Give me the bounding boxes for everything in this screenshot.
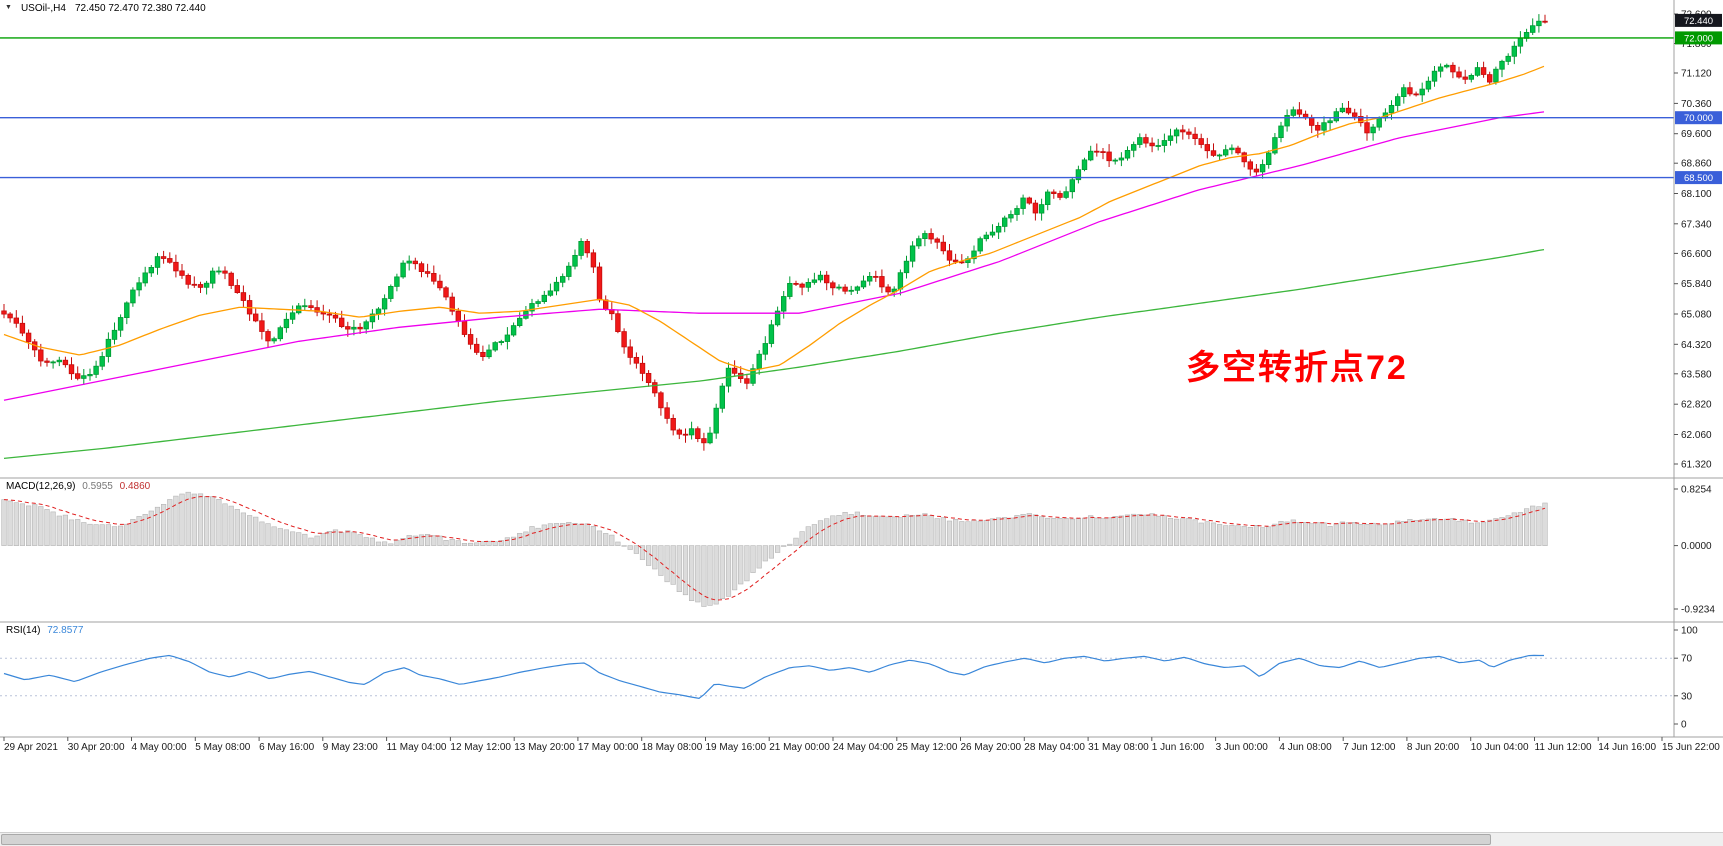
svg-text:29 Apr 2021: 29 Apr 2021: [4, 742, 58, 753]
svg-text:67.340: 67.340: [1681, 219, 1712, 230]
time-axis[interactable]: 29 Apr 2021 30 Apr 20:00 4 May 00:00 5 May …: [3, 737, 1720, 753]
annotation-text: 多空转折点72: [1186, 349, 1408, 387]
svg-text:10 Jun 04:00: 10 Jun 04:00: [1471, 742, 1529, 753]
svg-text:5 May 08:00: 5 May 08:00: [195, 742, 250, 753]
rsi-label: RSI(14) 72.8577: [6, 625, 87, 636]
svg-text:68.500: 68.500: [1684, 173, 1713, 184]
svg-text:-0.9234: -0.9234: [1681, 605, 1715, 616]
svg-text:0.0000: 0.0000: [1681, 541, 1712, 552]
svg-text:30 Apr 20:00: 30 Apr 20:00: [68, 742, 125, 753]
svg-text:18 May 08:00: 18 May 08:00: [642, 742, 703, 753]
svg-text:19 May 16:00: 19 May 16:00: [706, 742, 767, 753]
rsi-line: [3, 654, 1544, 700]
svg-text:3 Jun 00:00: 3 Jun 00:00: [1216, 742, 1269, 753]
svg-text:12 May 12:00: 12 May 12:00: [450, 742, 511, 753]
svg-text:24 May 04:00: 24 May 04:00: [833, 742, 894, 753]
svg-text:17 May 00:00: 17 May 00:00: [578, 742, 639, 753]
ma-slow-line: [3, 248, 1545, 460]
symbol-header: ▼ USOil-,H4 72.450 72.470 72.380 72.440: [5, 3, 206, 14]
svg-text:72.440: 72.440: [1684, 16, 1713, 27]
price-tag-68.500: [1675, 171, 1722, 185]
symbol-title: USOil-,H4: [20, 3, 66, 14]
macd-signal-line: [3, 496, 1546, 601]
horizontal-level-lines[interactable]: [0, 37, 1674, 179]
svg-text:28 May 04:00: 28 May 04:00: [1024, 742, 1085, 753]
price-tag-72.440: [1675, 13, 1722, 27]
svg-text:4 May 00:00: 4 May 00:00: [132, 742, 187, 753]
rsi-value: 72.8577: [47, 625, 84, 636]
macd-main-value: 0.5955: [82, 481, 113, 492]
scrollbar-thumb[interactable]: [1, 834, 1491, 845]
macd-name: MACD(12,26,9): [6, 481, 76, 492]
svg-text:14 Jun 16:00: 14 Jun 16:00: [1598, 742, 1656, 753]
pane-separators: [0, 0, 1723, 738]
svg-text:70: 70: [1681, 654, 1693, 665]
ma-mid-line: [3, 111, 1545, 401]
svg-text:70.000: 70.000: [1684, 113, 1713, 124]
svg-text:100: 100: [1681, 626, 1698, 637]
svg-text:69.600: 69.600: [1681, 129, 1712, 140]
svg-text:6 May 16:00: 6 May 16:00: [259, 742, 314, 753]
svg-text:68.100: 68.100: [1681, 189, 1712, 200]
svg-text:31 May 08:00: 31 May 08:00: [1088, 742, 1149, 753]
svg-text:30: 30: [1681, 691, 1693, 702]
svg-text:62.060: 62.060: [1681, 430, 1712, 441]
svg-text:9 May 23:00: 9 May 23:00: [323, 742, 378, 753]
svg-text:68.860: 68.860: [1681, 159, 1712, 170]
rsi-level-lines: [0, 657, 1674, 697]
svg-text:65.840: 65.840: [1681, 279, 1712, 290]
svg-text:26 May 20:00: 26 May 20:00: [961, 742, 1022, 753]
svg-text:1 Jun 16:00: 1 Jun 16:00: [1152, 742, 1205, 753]
price-tag-72.000: [1675, 31, 1722, 45]
symbol-quote: 72.450 72.470 72.380 72.440: [74, 3, 206, 14]
price-axis[interactable]: 72.60071.86071.12070.36069.60068.86068.1…: [1674, 10, 1715, 731]
svg-text:70.360: 70.360: [1681, 99, 1712, 110]
collapse-arrow-icon[interactable]: ▼: [5, 4, 12, 11]
svg-text:61.320: 61.320: [1681, 460, 1712, 471]
svg-text:0.8254: 0.8254: [1681, 485, 1712, 496]
svg-text:62.820: 62.820: [1681, 400, 1712, 411]
svg-text:72.000: 72.000: [1684, 33, 1713, 44]
macd-signal-value: 0.4860: [119, 481, 151, 492]
svg-text:71.120: 71.120: [1681, 69, 1712, 80]
price-tags: 72.440 72.000 70.000 68.500: [1675, 13, 1722, 185]
macd-histogram: [1, 491, 1548, 607]
ma-fast-line: [3, 65, 1545, 372]
svg-text:71.860: 71.860: [1681, 39, 1712, 50]
horizontal-scrollbar[interactable]: [0, 832, 1723, 846]
svg-text:8 Jun 20:00: 8 Jun 20:00: [1407, 742, 1460, 753]
svg-text:65.080: 65.080: [1681, 310, 1712, 321]
svg-text:25 May 12:00: 25 May 12:00: [897, 742, 958, 753]
svg-text:7 Jun 12:00: 7 Jun 12:00: [1343, 742, 1396, 753]
svg-text:4 Jun 08:00: 4 Jun 08:00: [1279, 742, 1332, 753]
svg-text:15 Jun 22:00: 15 Jun 22:00: [1662, 742, 1720, 753]
price-tag-70.000: [1675, 111, 1722, 125]
svg-text:13 May 20:00: 13 May 20:00: [514, 742, 575, 753]
macd-label: MACD(12,26,9) 0.5955 0.4860: [6, 481, 154, 492]
candles[interactable]: [1, 14, 1548, 451]
svg-text:21 May 00:00: 21 May 00:00: [769, 742, 830, 753]
svg-text:11 May 04:00: 11 May 04:00: [387, 742, 447, 753]
svg-text:64.320: 64.320: [1681, 340, 1712, 351]
svg-text:0: 0: [1681, 720, 1687, 731]
svg-text:11 Jun 12:00: 11 Jun 12:00: [1535, 742, 1593, 753]
svg-text:66.600: 66.600: [1681, 249, 1712, 260]
rsi-name: RSI(14): [6, 625, 41, 636]
svg-text:63.580: 63.580: [1681, 369, 1712, 380]
